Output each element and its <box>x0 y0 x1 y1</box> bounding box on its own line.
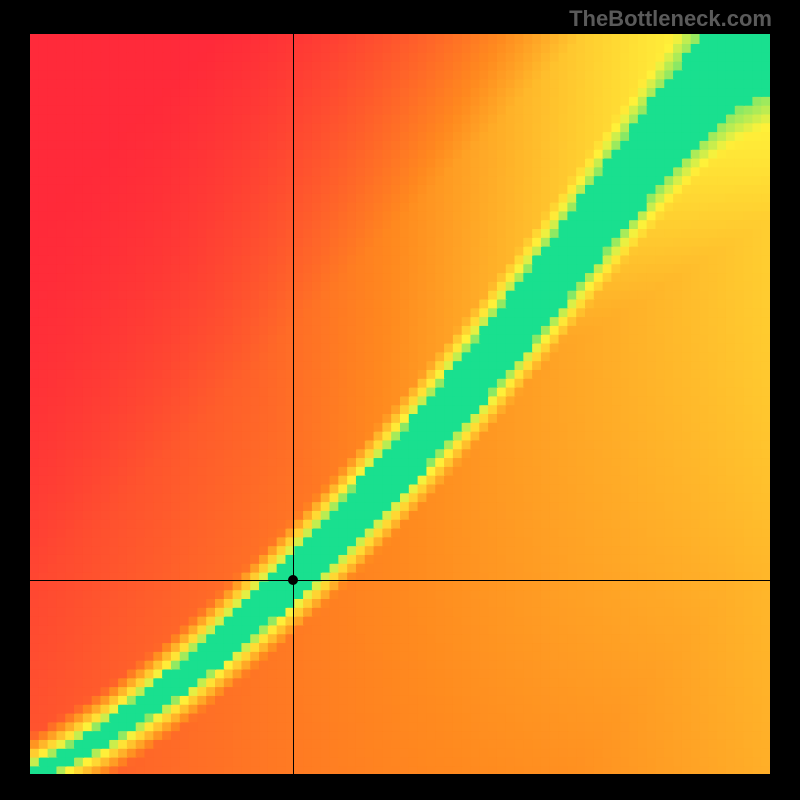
crosshair-horizontal <box>30 580 770 581</box>
heatmap-canvas <box>30 34 770 774</box>
heatmap-plot <box>30 34 770 774</box>
marker-dot <box>288 575 298 585</box>
crosshair-vertical <box>293 34 294 774</box>
watermark-text: TheBottleneck.com <box>569 6 772 32</box>
